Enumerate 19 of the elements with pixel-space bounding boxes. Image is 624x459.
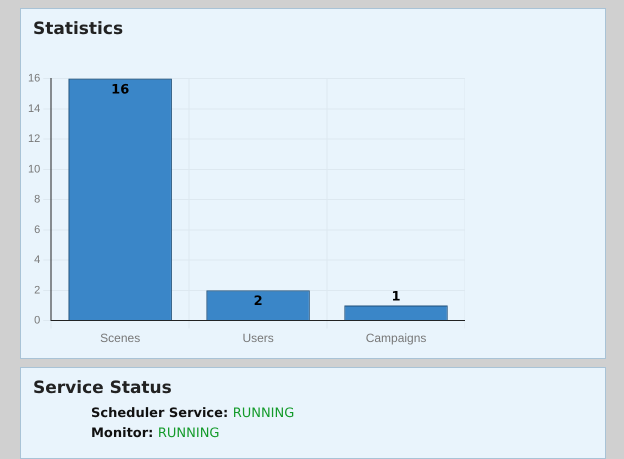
text: Service Status bbox=[33, 378, 172, 398]
y-tick-label: 4 bbox=[34, 254, 40, 266]
y-tick-label: 12 bbox=[28, 133, 40, 146]
text: Monitor: RUNNING bbox=[91, 426, 220, 441]
text: Scheduler Service: RUNNING bbox=[91, 406, 294, 421]
y-tick-label: 0 bbox=[34, 314, 40, 327]
y-tick-label: 8 bbox=[34, 194, 40, 206]
y-tick-label: 16 bbox=[28, 72, 40, 85]
data-label: 1 bbox=[392, 289, 401, 304]
y-tick-label: 2 bbox=[34, 284, 40, 296]
data-label: 2 bbox=[254, 294, 263, 310]
x-tick-label: Users bbox=[242, 331, 274, 346]
x-tick-label: Scenes bbox=[100, 331, 140, 346]
y-tick-label: 10 bbox=[28, 163, 40, 176]
x-tick-label: Campaigns bbox=[366, 331, 426, 346]
chart-title: Statistics bbox=[33, 19, 124, 39]
y-tick-label: 14 bbox=[28, 102, 40, 115]
data-label: 16 bbox=[111, 82, 130, 98]
y-tick-label: 6 bbox=[34, 224, 40, 236]
